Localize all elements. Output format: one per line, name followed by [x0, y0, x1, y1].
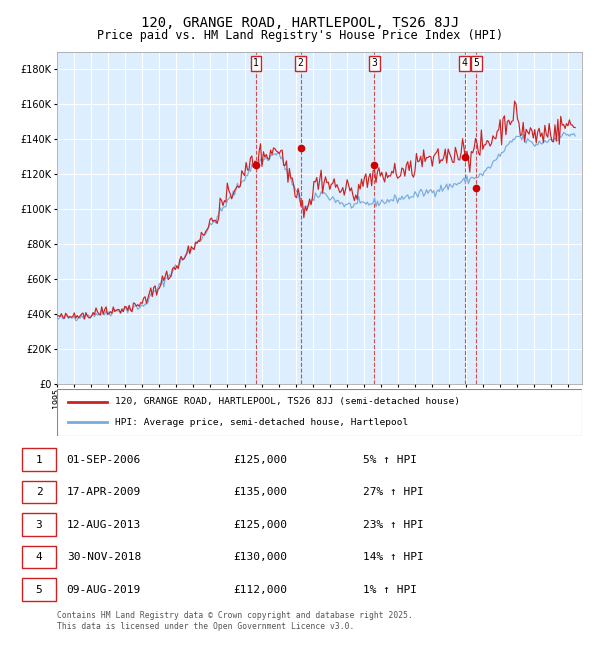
Text: 1% ↑ HPI: 1% ↑ HPI [364, 584, 418, 595]
Text: 5% ↑ HPI: 5% ↑ HPI [364, 454, 418, 465]
Text: £135,000: £135,000 [234, 487, 288, 497]
Text: 12-AUG-2013: 12-AUG-2013 [67, 519, 141, 530]
Text: This data is licensed under the Open Government Licence v3.0.: This data is licensed under the Open Gov… [57, 622, 355, 631]
Text: 30-NOV-2018: 30-NOV-2018 [67, 552, 141, 562]
Text: 09-AUG-2019: 09-AUG-2019 [67, 584, 141, 595]
Text: HPI: Average price, semi-detached house, Hartlepool: HPI: Average price, semi-detached house,… [115, 418, 408, 427]
Text: 5: 5 [473, 58, 479, 68]
Text: 1: 1 [35, 454, 43, 465]
Text: 17-APR-2009: 17-APR-2009 [67, 487, 141, 497]
Text: 01-SEP-2006: 01-SEP-2006 [67, 454, 141, 465]
Text: 120, GRANGE ROAD, HARTLEPOOL, TS26 8JJ: 120, GRANGE ROAD, HARTLEPOOL, TS26 8JJ [141, 16, 459, 31]
Text: 27% ↑ HPI: 27% ↑ HPI [364, 487, 424, 497]
FancyBboxPatch shape [22, 448, 56, 471]
Text: Contains HM Land Registry data © Crown copyright and database right 2025.: Contains HM Land Registry data © Crown c… [57, 611, 413, 620]
Text: 2: 2 [35, 487, 43, 497]
Text: 4: 4 [35, 552, 43, 562]
Text: 14% ↑ HPI: 14% ↑ HPI [364, 552, 424, 562]
Text: 3: 3 [371, 58, 377, 68]
Text: £130,000: £130,000 [234, 552, 288, 562]
FancyBboxPatch shape [22, 481, 56, 503]
Text: 120, GRANGE ROAD, HARTLEPOOL, TS26 8JJ (semi-detached house): 120, GRANGE ROAD, HARTLEPOOL, TS26 8JJ (… [115, 397, 460, 406]
Text: £125,000: £125,000 [234, 454, 288, 465]
Text: 1: 1 [253, 58, 259, 68]
Text: Price paid vs. HM Land Registry's House Price Index (HPI): Price paid vs. HM Land Registry's House … [97, 29, 503, 42]
Text: 5: 5 [35, 584, 43, 595]
Text: 23% ↑ HPI: 23% ↑ HPI [364, 519, 424, 530]
Text: £125,000: £125,000 [234, 519, 288, 530]
Text: 4: 4 [462, 58, 467, 68]
Text: £112,000: £112,000 [234, 584, 288, 595]
FancyBboxPatch shape [22, 546, 56, 568]
FancyBboxPatch shape [22, 578, 56, 601]
Text: 2: 2 [298, 58, 304, 68]
Text: 3: 3 [35, 519, 43, 530]
FancyBboxPatch shape [22, 514, 56, 536]
